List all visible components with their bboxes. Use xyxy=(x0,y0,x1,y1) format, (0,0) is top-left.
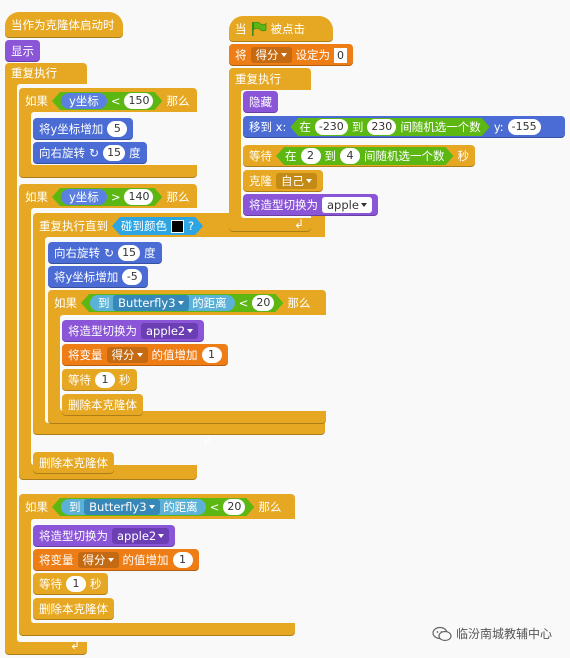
variable-dropdown[interactable]: 得分 xyxy=(106,347,148,363)
if-distance-header[interactable]: 如果 到 Butterfly3 的距离 < 20 那么 xyxy=(54,294,311,312)
wait-seconds-input-2[interactable]: 1 xyxy=(66,576,86,592)
random-x-operator[interactable]: 在 -230 到 230 间随机选一个数 xyxy=(290,118,489,136)
if-y-greater-header[interactable]: 如果 y坐标 > 140 那么 xyxy=(25,188,190,206)
rotate-cw-icon: ↻ xyxy=(104,246,115,260)
wait-block[interactable]: 等待 1 秒 xyxy=(62,369,137,391)
switch-costume-block[interactable]: 将造型切换为 apple2 xyxy=(62,320,205,342)
compare-value-input-2[interactable]: 140 xyxy=(124,189,153,205)
set-variable-input[interactable]: 0 xyxy=(334,47,347,63)
costume-dropdown[interactable]: apple2 xyxy=(141,323,199,339)
wait-random-block[interactable]: 等待 在 2 到 4 间随机选一个数 秒 xyxy=(243,145,475,167)
loop-arrow-icon: ↲ xyxy=(294,217,305,231)
turn-right-block[interactable]: 向右旋转 ↻ 15 度 xyxy=(33,142,147,164)
rotate-cw-icon: ↻ xyxy=(89,146,100,160)
dropdown-arrow-icon xyxy=(107,558,114,562)
repeat-until-header[interactable]: 重复执行直到 碰到颜色 ? xyxy=(33,213,209,239)
forever-label[interactable]: 重复执行 xyxy=(11,66,57,80)
dropdown-arrow-icon xyxy=(306,179,312,183)
less-than-operator[interactable]: y坐标 < 150 xyxy=(52,92,162,110)
random-wait-max-input[interactable]: 4 xyxy=(340,148,360,164)
delete-clone-block[interactable]: 删除本克隆体 xyxy=(62,394,143,416)
random-seconds-operator[interactable]: 在 2 到 4 间随机选一个数 xyxy=(276,147,454,165)
dropdown-arrow-icon xyxy=(158,534,165,538)
variable-dropdown-3[interactable]: 得分 xyxy=(250,47,292,63)
turn-degrees-input[interactable]: 15 xyxy=(103,145,126,161)
distance-value-input[interactable]: 20 xyxy=(252,295,274,311)
sprite-dropdown[interactable]: Butterfly3 xyxy=(113,295,188,311)
change-variable-input[interactable]: 1 xyxy=(201,347,222,363)
dropdown-arrow-icon xyxy=(187,329,194,333)
change-y-input[interactable]: 5 xyxy=(107,121,128,137)
if-y-less-header[interactable]: 如果 y坐标 < 150 那么 xyxy=(25,92,190,110)
green-flag-icon xyxy=(251,22,266,36)
dropdown-arrow-icon xyxy=(360,203,367,207)
forever-label-2[interactable]: 重复执行 xyxy=(235,72,281,86)
loop-arrow-icon: ↲ xyxy=(202,433,213,447)
turn-right-block-2[interactable]: 向右旋转 ↻ 15 度 xyxy=(48,242,162,264)
y-value-input[interactable]: -155 xyxy=(507,119,541,135)
go-to-xy-block[interactable]: 移到 x: 在 -230 到 230 间随机选一个数 y: -155 xyxy=(243,116,565,138)
switch-costume-block-2[interactable]: 将造型切换为 apple2 xyxy=(33,525,176,547)
y-position-reporter[interactable]: y坐标 xyxy=(61,93,107,109)
switch-costume-block-3[interactable]: 将造型切换为 apple xyxy=(243,194,378,216)
color-swatch[interactable] xyxy=(171,220,184,233)
distance-value-input-2[interactable]: 20 xyxy=(223,499,245,515)
variable-dropdown-2[interactable]: 得分 xyxy=(77,552,119,568)
watermark: 临汾南城教辅中心 xyxy=(432,625,552,642)
dropdown-arrow-icon xyxy=(136,353,143,357)
costume-dropdown-2[interactable]: apple2 xyxy=(112,528,170,544)
distance-to-reporter[interactable]: 到 Butterfly3 的距离 xyxy=(90,295,235,311)
loop-arrow-icon: ↲ xyxy=(70,638,81,652)
clone-target-dropdown[interactable]: 自己 xyxy=(276,173,317,189)
change-y-block-2[interactable]: 将y坐标增加 -5 xyxy=(48,266,149,288)
y-position-reporter-2[interactable]: y坐标 xyxy=(61,189,107,205)
delete-clone-block-3[interactable]: 删除本克隆体 xyxy=(33,598,114,620)
change-variable-block-2[interactable]: 将变量 得分 的值增加 1 xyxy=(33,549,199,571)
wait-seconds-input[interactable]: 1 xyxy=(95,372,115,388)
dropdown-arrow-icon xyxy=(280,53,287,57)
change-variable-input-2[interactable]: 1 xyxy=(172,552,193,568)
distance-less-operator-2[interactable]: 到 Butterfly3 的距离 < 20 xyxy=(52,498,254,516)
sprite-dropdown-2[interactable]: Butterfly3 xyxy=(84,499,159,515)
touching-color-condition[interactable]: 碰到颜色 ? xyxy=(112,217,203,235)
costume-dropdown-3[interactable]: apple xyxy=(322,197,372,213)
dropdown-arrow-icon xyxy=(149,505,155,509)
random-x-min-input[interactable]: -230 xyxy=(315,119,348,135)
dropdown-arrow-icon xyxy=(178,301,184,305)
create-clone-block[interactable]: 克隆 自己 xyxy=(243,170,323,192)
random-x-max-input[interactable]: 230 xyxy=(367,119,396,135)
change-y-block[interactable]: 将y坐标增加 5 xyxy=(33,118,134,140)
show-block[interactable]: 显示 xyxy=(5,40,40,62)
delete-clone-block-2[interactable]: 删除本克隆体 xyxy=(33,452,114,474)
hide-block[interactable]: 隐藏 xyxy=(243,91,278,113)
when-start-as-clone-hat[interactable]: 当作为克隆体启动时 xyxy=(5,12,123,38)
compare-value-input[interactable]: 150 xyxy=(124,93,153,109)
wechat-icon xyxy=(432,626,452,641)
if-distance-header-2[interactable]: 如果 到 Butterfly3 的距离 < 20 那么 xyxy=(25,498,282,516)
greater-than-operator[interactable]: y坐标 > 140 xyxy=(52,188,162,206)
turn-degrees-input-2[interactable]: 15 xyxy=(118,245,141,261)
set-variable-block[interactable]: 将 得分 设定为 0 xyxy=(229,44,353,66)
wait-block-2[interactable]: 等待 1 秒 xyxy=(33,573,108,595)
change-variable-block[interactable]: 将变量 得分 的值增加 1 xyxy=(62,344,228,366)
random-wait-min-input[interactable]: 2 xyxy=(301,148,321,164)
distance-less-operator[interactable]: 到 Butterfly3 的距离 < 20 xyxy=(81,294,283,312)
distance-to-reporter-2[interactable]: 到 Butterfly3 的距离 xyxy=(61,499,206,515)
when-flag-clicked-hat[interactable]: 当 被点击 xyxy=(229,16,333,42)
change-y-input-2[interactable]: -5 xyxy=(122,269,143,285)
